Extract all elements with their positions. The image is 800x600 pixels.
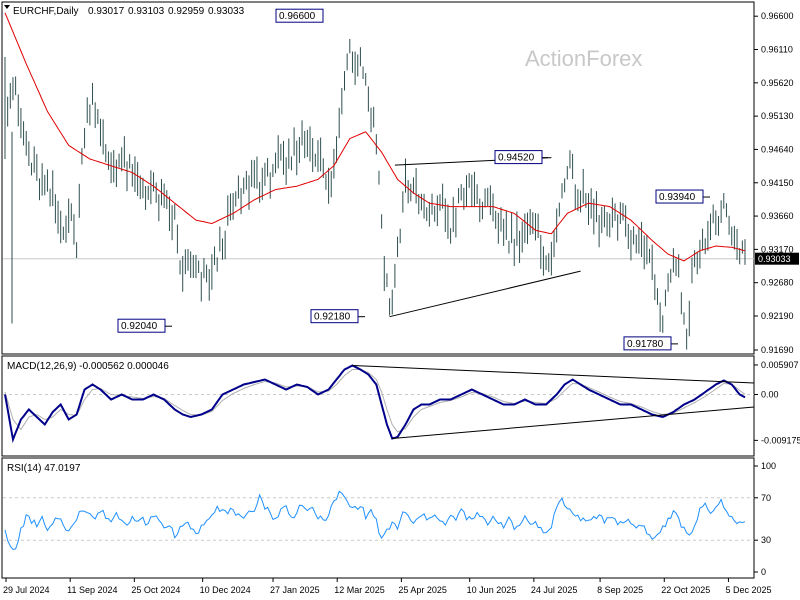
ohlc-high: 0.93103 — [128, 6, 165, 17]
rsi-title: RSI(14) 47.0197 — [7, 463, 81, 474]
x-tick-label: 29 Jul 2024 — [3, 585, 50, 595]
x-tick-label: 22 Oct 2025 — [661, 585, 710, 595]
annotation-box — [623, 336, 672, 351]
price-y-tick-label: 0.94640 — [761, 144, 794, 154]
annotation-box — [117, 318, 166, 333]
price-y-tick-label: 0.96600 — [761, 11, 794, 21]
ohlc-low: 0.92959 — [168, 6, 205, 17]
annotation-label: 0.91780 — [627, 339, 664, 350]
macd-y-tick-label: -0.009175 — [761, 435, 800, 445]
x-tick-label: 10 Dec 2024 — [200, 585, 251, 595]
macd-title: MACD(12,26,9) -0.000562 0.000046 — [7, 361, 169, 372]
price-y-tick-label: 0.91690 — [761, 345, 794, 355]
annotation-label: 0.93940 — [659, 192, 696, 203]
macd-line — [4, 364, 746, 444]
annotation-label: 0.96600 — [279, 11, 316, 22]
price-y-tick-label: 0.93170 — [761, 244, 794, 254]
annotation-box — [655, 189, 704, 204]
annotation-label: 0.92040 — [121, 321, 158, 332]
macd-pane-frame — [1, 355, 755, 457]
price-y-tick-label: 0.93660 — [761, 211, 794, 221]
x-tick-label: 5 Dec 2025 — [725, 585, 771, 595]
current-price-label: 0.93033 — [758, 254, 791, 264]
price-y-tick-label: 0.92680 — [761, 278, 794, 288]
price-y-tick-label: 0.92190 — [761, 311, 794, 321]
price-bars — [4, 38, 746, 350]
rsi-pane-frame — [1, 457, 755, 579]
macd-y-axis: 0.005907 0.00 -0.009175 — [3, 360, 800, 445]
current-price-tag — [755, 252, 799, 265]
macd-lines — [4, 364, 755, 444]
symbol-label: EURCHF,Daily — [13, 6, 79, 17]
x-tick-label: 24 Jul 2025 — [531, 585, 578, 595]
annotation-label: 0.92180 — [314, 312, 351, 323]
annotation-box — [275, 8, 324, 23]
rsi-lines — [4, 490, 746, 551]
header-arrow-icon — [4, 5, 10, 9]
price-y-tick-label: 0.96110 — [761, 45, 793, 55]
macd-y-tick-label: 0.005907 — [761, 360, 799, 370]
ohlc-close: 0.93033 — [208, 6, 245, 17]
price-annotations: 0.96600 0.94520 0.93940 0.92040 0.92180 0.917… — [117, 8, 710, 351]
price-pane: ActionForex EURCHF,Daily 0.93017 0.93103… — [1, 1, 799, 355]
moving-average-line — [4, 12, 746, 262]
macd-signal-line — [4, 369, 746, 433]
price-y-tick-label: 0.95620 — [761, 78, 794, 88]
x-tick-label: 25 Apr 2025 — [398, 585, 447, 595]
macd-trendline — [352, 365, 755, 384]
macd-trendline — [392, 406, 755, 439]
price-y-tick-label: 0.94150 — [761, 178, 794, 188]
x-axis: 29 Jul 2024 11 Sep 2024 25 Oct 2024 10 Dec … — [3, 578, 771, 595]
price-y-tick-label: 0.95130 — [761, 111, 794, 121]
annotation-box — [494, 150, 543, 165]
macd-y-tick-label: 0.00 — [761, 390, 779, 400]
rsi-line — [4, 490, 746, 551]
macd-pane: MACD(12,26,9) -0.000562 0.000046 0.00590… — [1, 355, 800, 457]
price-trendline — [389, 270, 581, 318]
rsi-y-tick-label: 30 — [761, 535, 771, 545]
x-tick-label: 8 Sep 2025 — [597, 585, 643, 595]
x-tick-label: 25 Oct 2024 — [131, 585, 180, 595]
annotation-box — [310, 309, 359, 324]
x-tick-label: 27 Jan 2025 — [270, 585, 320, 595]
watermark: ActionForex — [525, 46, 642, 71]
price-header: EURCHF,Daily 0.93017 0.93103 0.92959 0.9… — [4, 5, 245, 17]
rsi-y-tick-label: 100 — [761, 461, 776, 471]
x-tick-label: 12 Mar 2025 — [334, 585, 385, 595]
rsi-pane: RSI(14) 47.0197 100 70 30 0 — [1, 457, 776, 579]
rsi-y-tick-label: 0 — [761, 567, 766, 577]
x-tick-label: 11 Sep 2024 — [67, 585, 117, 595]
rsi-y-tick-label: 70 — [761, 493, 771, 503]
price-y-axis: 0.96600 0.96110 0.95620 0.95130 0.94640 0.941… — [3, 11, 799, 355]
ohlc-open: 0.93017 — [88, 6, 125, 17]
x-tick-label: 10 Jun 2025 — [467, 585, 517, 595]
rsi-y-axis: 100 70 30 0 — [3, 461, 776, 577]
annotation-label: 0.94520 — [498, 153, 535, 164]
